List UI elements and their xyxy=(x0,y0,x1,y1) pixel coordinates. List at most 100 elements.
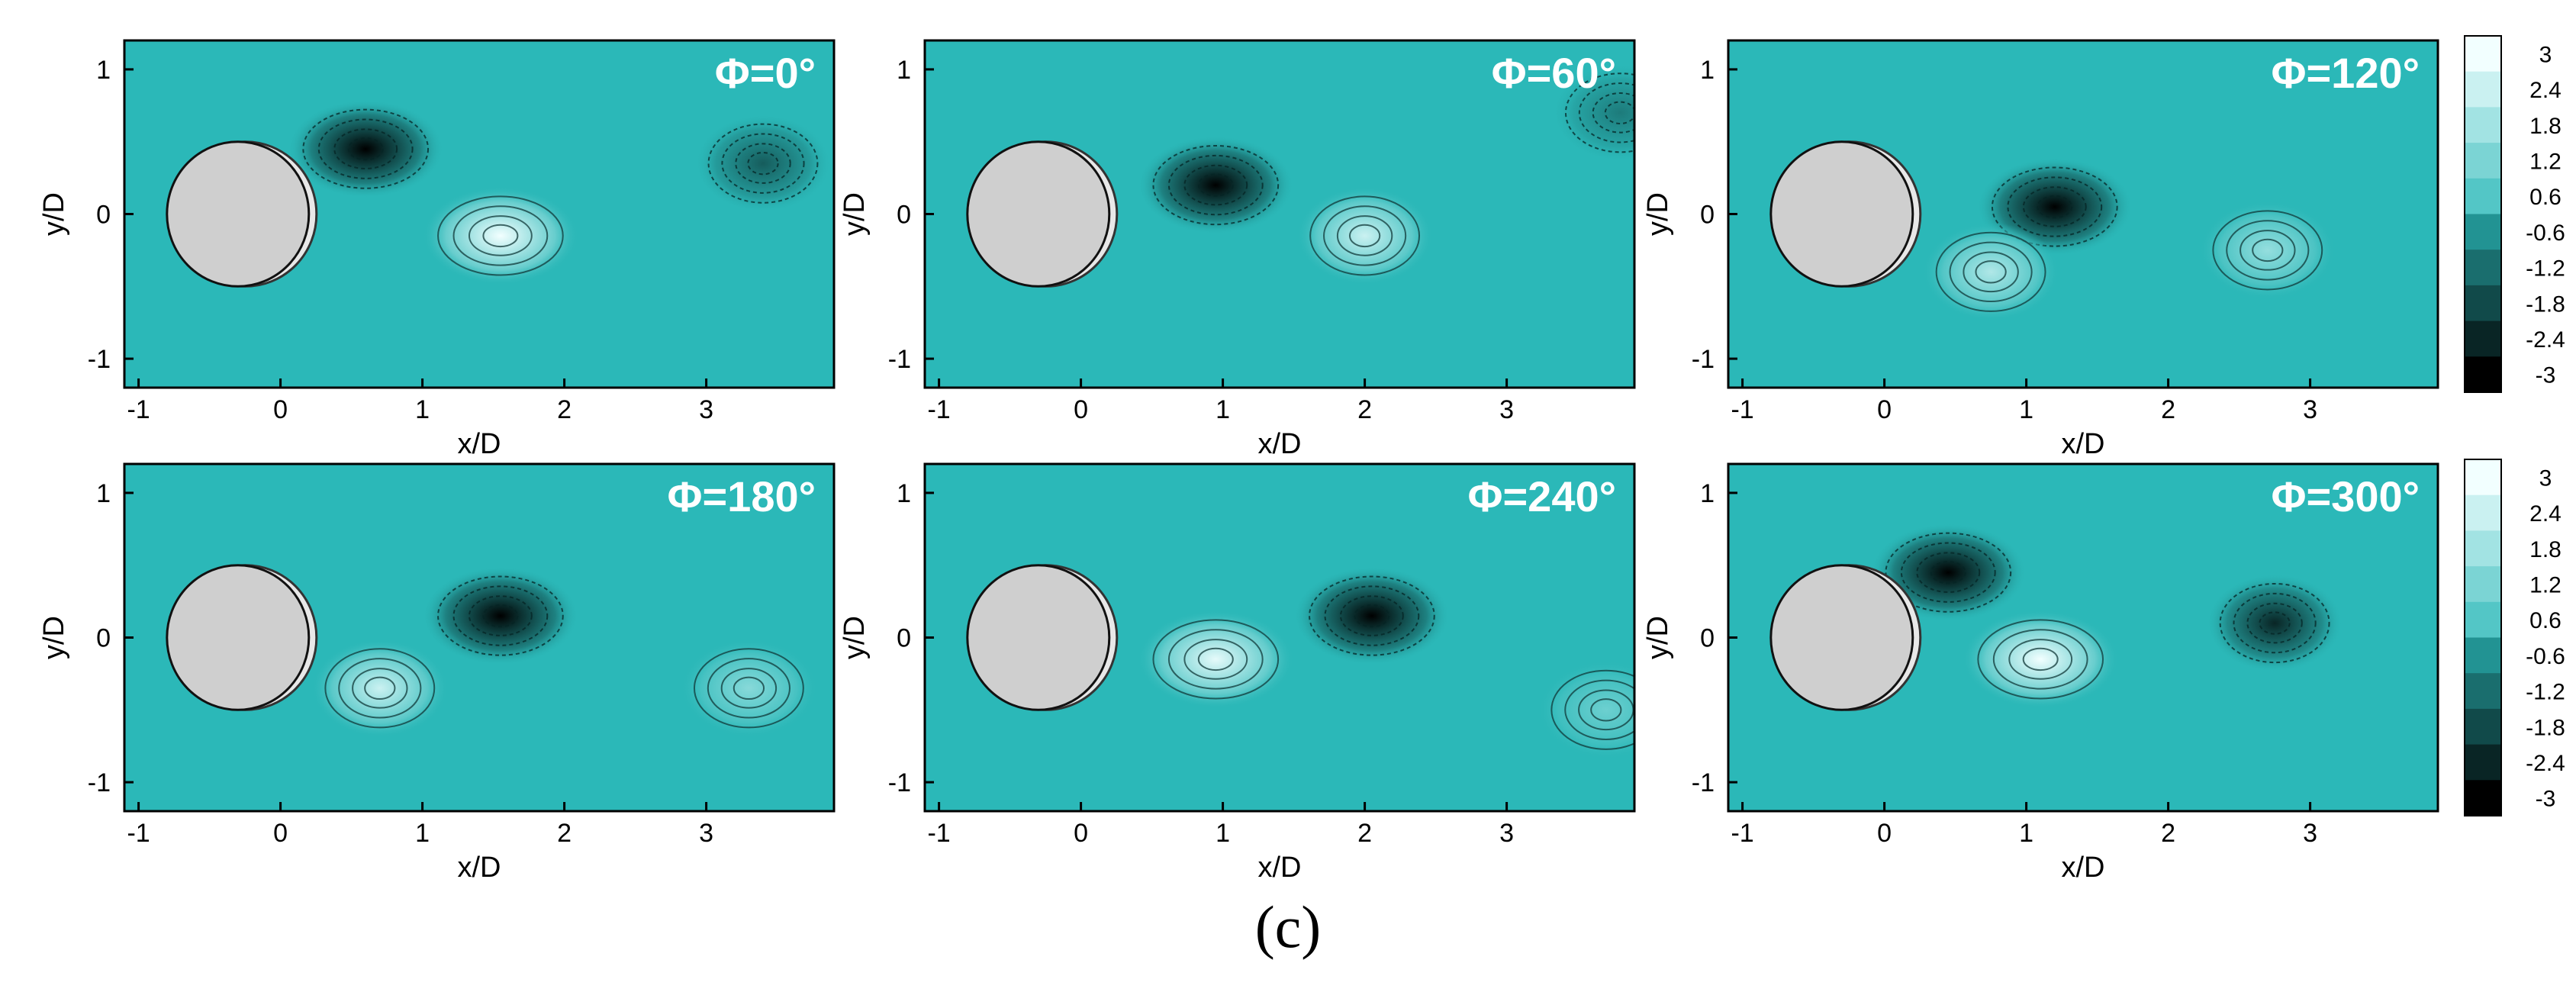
contour-line xyxy=(468,215,533,256)
y-tick-label: -1 xyxy=(88,768,111,797)
x-tick-label: 1 xyxy=(1216,819,1230,848)
contour-line xyxy=(720,668,778,709)
contour-line xyxy=(735,143,791,184)
phase-label: Φ=120° xyxy=(2272,49,2420,97)
contour-line xyxy=(2246,602,2303,644)
contour-line xyxy=(1183,164,1248,206)
negative-vortex xyxy=(287,99,444,198)
x-tick-label: 2 xyxy=(2161,819,2175,848)
colorbar-label: -0.6 xyxy=(2526,221,2565,246)
y-tick-label: 0 xyxy=(897,201,911,230)
y-axis-label: y/D xyxy=(839,616,871,659)
contour-line xyxy=(1930,561,1966,585)
colorbar-swatch xyxy=(2465,356,2501,393)
colorbar-label: 1.8 xyxy=(2529,537,2562,562)
contour-line xyxy=(1197,173,1234,197)
contour-line xyxy=(1354,604,1390,628)
contour-line xyxy=(1977,619,2104,700)
x-tick-label: -1 xyxy=(927,395,950,424)
contour-line xyxy=(352,668,408,709)
contour-line xyxy=(1991,166,2118,247)
negative-vortex xyxy=(694,114,832,213)
contour-line xyxy=(1592,92,1634,134)
colorbar-swatch xyxy=(2465,780,2501,816)
colorbar-label: -2.4 xyxy=(2526,327,2565,353)
colorbar-swatch xyxy=(2465,744,2501,781)
colorbar-swatch xyxy=(2465,71,2501,108)
contour-line xyxy=(2226,220,2310,281)
y-tick-label: 1 xyxy=(1700,479,1715,508)
x-tick-label: 3 xyxy=(2303,395,2317,424)
y-tick-label: -1 xyxy=(1692,345,1715,374)
contour-line xyxy=(2022,186,2087,227)
positive-vortex xyxy=(1922,222,2059,321)
plot-body xyxy=(166,99,832,288)
plot-body xyxy=(1769,140,2336,321)
contour-line xyxy=(2022,647,2059,672)
x-tick-label: 3 xyxy=(699,395,713,424)
colorbar-label: 2.4 xyxy=(2529,78,2562,103)
contour-line xyxy=(468,595,533,636)
colorbar-label: -2.4 xyxy=(2526,751,2565,776)
contour-line xyxy=(333,128,398,169)
vorticity-panel: -1 0 1 2 3 -1 0 1 x/D y/D Φ=60° xyxy=(839,39,1636,460)
y-tick-label: 0 xyxy=(96,201,111,230)
contour-line xyxy=(721,133,805,194)
contour-line xyxy=(1949,241,2033,303)
y-axis-label: y/D xyxy=(1642,192,1674,236)
colorbar-swatch xyxy=(2465,459,2501,496)
phase-label: Φ=240° xyxy=(1468,472,1617,520)
y-tick-label: 1 xyxy=(897,56,911,85)
y-tick-label: 0 xyxy=(1700,201,1715,230)
x-axis-label: x/D xyxy=(458,428,501,460)
vorticity-panel: -1 0 1 2 3 -1 0 1 x/D y/D Φ=0° xyxy=(38,39,836,460)
colorbar-swatch xyxy=(2465,708,2501,746)
x-tick-label: 0 xyxy=(1877,819,1892,848)
colorbar-label: -0.6 xyxy=(2526,644,2565,669)
positive-vortex xyxy=(1296,186,1433,285)
colorbar-frame xyxy=(2464,459,2502,816)
contour-line xyxy=(2240,230,2296,271)
x-tick-label: 1 xyxy=(2019,819,2033,848)
contour-line xyxy=(1152,145,1280,226)
contour-line xyxy=(1324,585,1420,646)
x-tick-label: 2 xyxy=(557,395,572,424)
negative-vortex xyxy=(2206,574,2343,673)
positive-vortex xyxy=(1962,610,2119,709)
phase-label: Φ=60° xyxy=(1492,49,1616,97)
contour-line xyxy=(1152,619,1280,700)
x-tick-label: 0 xyxy=(273,395,288,424)
contour-line xyxy=(1167,154,1264,216)
y-tick-label: 1 xyxy=(1700,56,1715,85)
contour-line xyxy=(1975,260,2007,284)
vorticity-panel: -1 0 1 2 3 -1 0 1 x/D y/D Φ=240° xyxy=(839,462,1636,884)
x-tick-label: -1 xyxy=(1731,395,1753,424)
x-tick-label: 0 xyxy=(1074,819,1088,848)
contour-line xyxy=(2007,176,2103,237)
figure-caption: (c) xyxy=(1254,894,1322,960)
contour-line xyxy=(1992,629,2088,690)
colorbar-swatch xyxy=(2465,285,2501,322)
colorbar-swatch xyxy=(2465,178,2501,214)
colorbar: 3 2.4 1.8 1.2 0.6 -0.6 -1.2 -1.8 -2.4 -3 xyxy=(2464,35,2565,393)
positive-vortex xyxy=(422,186,579,285)
contour-line xyxy=(1336,215,1393,256)
y-tick-label: 1 xyxy=(96,56,111,85)
colorbar-label: -1.2 xyxy=(2526,256,2565,282)
positive-vortex xyxy=(311,639,449,738)
positive-vortex xyxy=(681,639,817,738)
colorbar-swatch xyxy=(2465,143,2501,179)
x-tick-label: 1 xyxy=(415,395,430,424)
x-tick-label: 2 xyxy=(2161,395,2175,424)
cylinder xyxy=(966,140,1111,288)
y-tick-label: 1 xyxy=(96,479,111,508)
contour-line xyxy=(1309,575,1435,656)
x-tick-label: -1 xyxy=(927,819,950,848)
y-tick-label: -1 xyxy=(88,345,111,374)
colorbar-swatch xyxy=(2465,637,2501,674)
y-axis-label: y/D xyxy=(1642,616,1674,659)
colorbar-label: 3 xyxy=(2539,42,2552,67)
cylinder xyxy=(166,140,311,288)
colorbar-label: -3 xyxy=(2536,363,2556,388)
contour-line xyxy=(1323,205,1407,266)
